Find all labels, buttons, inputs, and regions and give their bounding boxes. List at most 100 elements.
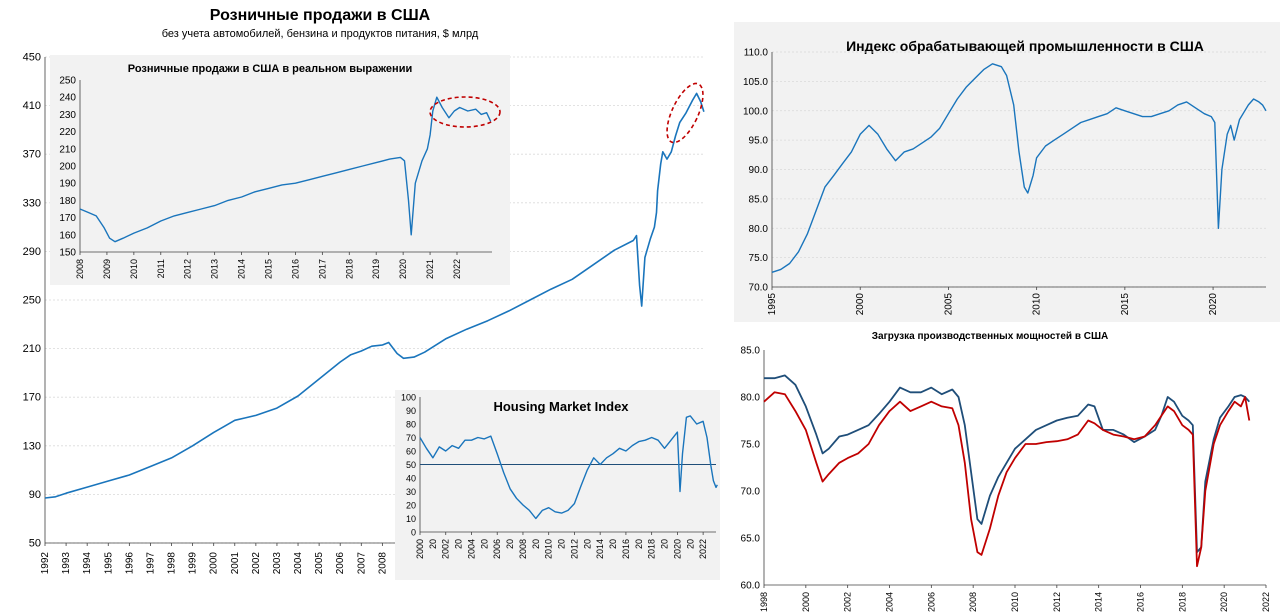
x-tick-label: 2018 bbox=[647, 539, 657, 559]
x-tick-label: 2020 bbox=[1208, 293, 1219, 316]
x-tick-label-secondary: 20 bbox=[531, 539, 541, 549]
y-tick-label: 240 bbox=[59, 93, 76, 104]
x-tick-label: 2020 bbox=[672, 539, 682, 559]
x-tick-label-secondary: 20 bbox=[608, 539, 618, 549]
y-tick-label: 105.0 bbox=[743, 77, 768, 88]
x-tick-label: 2003 bbox=[272, 552, 283, 575]
x-tick-label-secondary: 20 bbox=[660, 539, 670, 549]
industrial-panel bbox=[734, 22, 1280, 322]
x-tick-label: 2013 bbox=[210, 259, 220, 279]
x-tick-label: 2019 bbox=[371, 259, 381, 279]
x-tick-label: 2017 bbox=[317, 259, 327, 279]
housing-panel bbox=[395, 390, 720, 580]
y-tick-label: 150 bbox=[59, 248, 76, 259]
y-tick-label: 410 bbox=[23, 100, 41, 112]
highlight-circle bbox=[429, 96, 501, 128]
y-tick-label: 95.0 bbox=[749, 136, 769, 147]
y-tick-label: 50 bbox=[29, 538, 41, 550]
y-tick-label: 70.0 bbox=[749, 283, 769, 294]
y-tick-label: 290 bbox=[23, 246, 41, 258]
x-tick-label-secondary: 20 bbox=[634, 539, 644, 549]
x-tick-label: 2018 bbox=[1177, 592, 1187, 612]
y-tick-label: 220 bbox=[59, 127, 76, 138]
x-tick-label: 2018 bbox=[344, 259, 354, 279]
y-tick-label: 85.0 bbox=[741, 346, 761, 357]
x-tick-label-secondary: 20 bbox=[557, 539, 567, 549]
x-tick-label: 2012 bbox=[1052, 592, 1062, 612]
x-tick-label: 2020 bbox=[398, 259, 408, 279]
series-line bbox=[764, 374, 1250, 553]
x-tick-label: 2021 bbox=[425, 259, 435, 279]
x-tick-label: 2005 bbox=[314, 552, 325, 575]
x-tick-label: 2012 bbox=[569, 539, 579, 559]
x-tick-label: 2006 bbox=[926, 592, 936, 612]
y-tick-label: 370 bbox=[23, 149, 41, 161]
x-tick-label: 2008 bbox=[968, 592, 978, 612]
y-tick-label: 180 bbox=[59, 196, 76, 207]
x-tick-label: 2022 bbox=[1261, 592, 1271, 612]
y-tick-label: 90 bbox=[406, 406, 416, 416]
y-tick-label: 170 bbox=[23, 392, 41, 404]
x-tick-label-secondary: 20 bbox=[685, 539, 695, 549]
y-tick-label: 170 bbox=[59, 213, 76, 224]
x-tick-label: 2014 bbox=[595, 539, 605, 559]
x-tick-label: 1995 bbox=[767, 293, 778, 316]
y-tick-label: 70 bbox=[406, 433, 416, 443]
x-tick-label: 2002 bbox=[843, 592, 853, 612]
series-line bbox=[763, 391, 1251, 568]
housing-title: Housing Market Index bbox=[493, 399, 629, 414]
x-tick-label: 1992 bbox=[40, 552, 51, 575]
y-tick-label: 60.0 bbox=[741, 581, 761, 592]
x-tick-label: 2008 bbox=[377, 552, 388, 575]
y-tick-label: 80.0 bbox=[749, 224, 769, 235]
x-tick-label: 2015 bbox=[1120, 293, 1131, 316]
y-tick-label: 65.0 bbox=[741, 534, 761, 545]
x-tick-label-secondary: 20 bbox=[454, 539, 464, 549]
x-tick-label: 2012 bbox=[183, 259, 193, 279]
y-tick-label: 0 bbox=[411, 528, 416, 538]
x-tick-label: 2010 bbox=[1010, 592, 1020, 612]
x-tick-label: 1993 bbox=[61, 552, 72, 575]
x-tick-label: 1997 bbox=[145, 552, 156, 575]
x-tick-label: 1995 bbox=[103, 552, 114, 575]
x-tick-label: 1998 bbox=[759, 592, 769, 612]
real-retail-panel bbox=[50, 55, 510, 285]
x-tick-label: 2000 bbox=[415, 539, 425, 559]
x-tick-label: 2004 bbox=[466, 539, 476, 559]
y-tick-label: 190 bbox=[59, 179, 76, 190]
x-tick-label: 1996 bbox=[124, 552, 135, 575]
x-tick-label: 2006 bbox=[492, 539, 502, 559]
x-tick-label: 2004 bbox=[293, 552, 304, 575]
x-tick-label: 1998 bbox=[167, 552, 178, 575]
y-tick-label: 210 bbox=[59, 144, 76, 155]
retail-chart-subtitle: без учета автомобилей, бензина и продукт… bbox=[162, 28, 479, 40]
x-tick-label-secondary: 20 bbox=[428, 539, 438, 549]
x-tick-label: 2010 bbox=[544, 539, 554, 559]
housing-market-inset: Housing Market Index 0 10 20 30 40 50 60 70 80 90… bbox=[395, 390, 720, 580]
y-tick-label: 30 bbox=[406, 487, 416, 497]
y-tick-label: 110.0 bbox=[744, 48, 769, 59]
x-tick-label: 2000 bbox=[209, 552, 220, 575]
x-tick-label: 2002 bbox=[441, 539, 451, 559]
y-tick-label: 80 bbox=[406, 420, 416, 430]
y-tick-label: 130 bbox=[23, 440, 41, 452]
y-tick-label: 160 bbox=[59, 230, 76, 241]
retail-chart-title: Розничные продажи в США bbox=[210, 7, 431, 24]
y-tick-label: 70.0 bbox=[741, 487, 761, 498]
series-line bbox=[419, 415, 718, 520]
x-tick-label-secondary: 20 bbox=[505, 539, 515, 549]
y-tick-label: 85.0 bbox=[749, 194, 769, 205]
y-tick-label: 210 bbox=[23, 343, 41, 355]
real-retail-inset: Розничные продажи в США в реальном выраж… bbox=[50, 55, 510, 285]
y-tick-label: 90 bbox=[29, 489, 41, 501]
x-tick-label-secondary: 20 bbox=[479, 539, 489, 549]
x-tick-label: 2010 bbox=[129, 259, 139, 279]
x-tick-label: 2016 bbox=[290, 259, 300, 279]
y-tick-label: 80.0 bbox=[741, 393, 761, 404]
y-tick-label: 20 bbox=[406, 501, 416, 511]
capacity-utilization-chart: Загрузка производственных мощностей в СШ… bbox=[741, 331, 1271, 612]
x-tick-label: 2000 bbox=[801, 592, 811, 612]
capacity-title: Загрузка производственных мощностей в СШ… bbox=[872, 331, 1108, 342]
y-tick-label: 50 bbox=[406, 460, 416, 470]
